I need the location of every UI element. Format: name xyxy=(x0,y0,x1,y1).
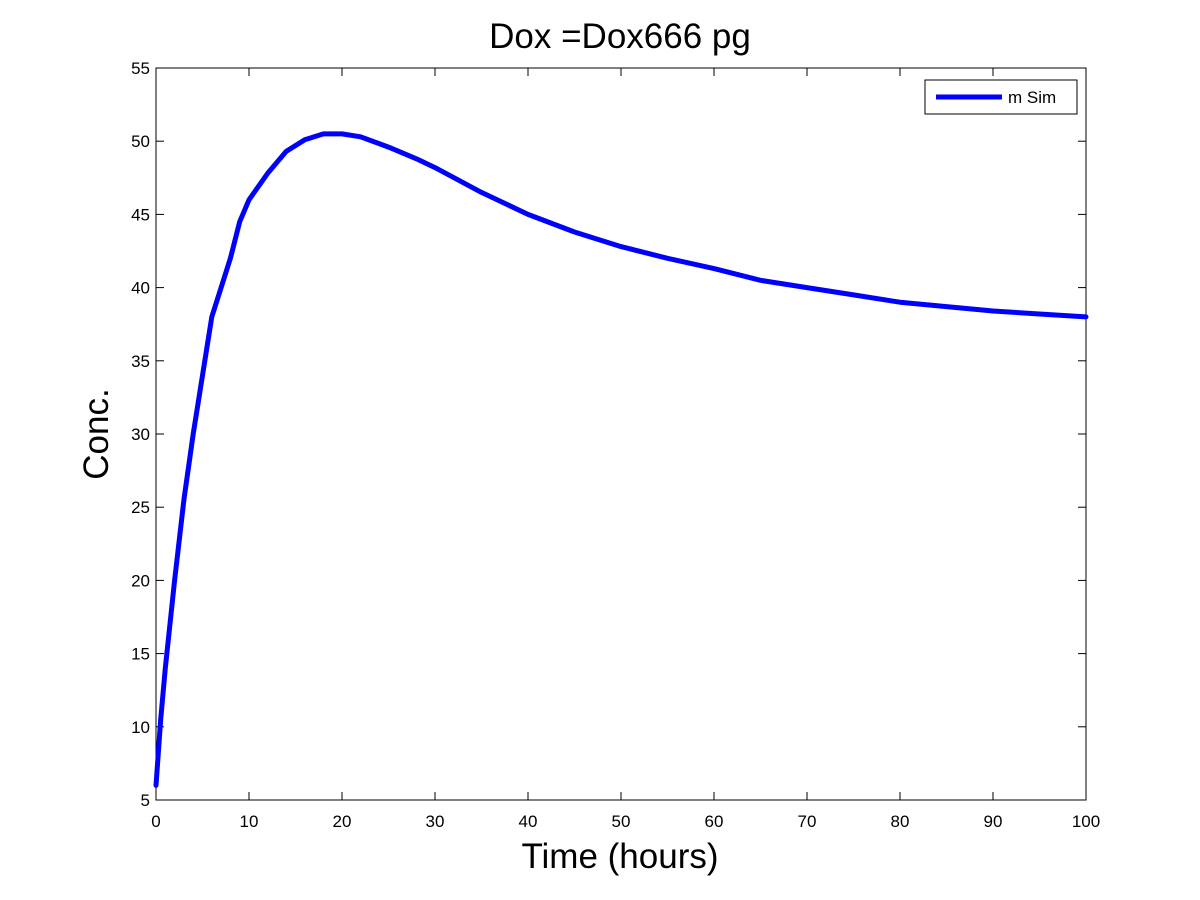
x-tick-label: 30 xyxy=(426,812,445,831)
y-tick-label: 30 xyxy=(131,425,150,444)
y-tick-label: 15 xyxy=(131,645,150,664)
x-tick-label: 100 xyxy=(1072,812,1100,831)
series-layer xyxy=(153,131,1089,788)
axis-ticks: 0 10 20 30 40 50 60 70 80 90 100 5 10 15 20 25 30 35 40 45 5… xyxy=(131,59,1100,831)
x-tick-label: 70 xyxy=(798,812,817,831)
y-tick-label: 40 xyxy=(131,279,150,298)
x-axis-title: Time (hours) xyxy=(521,837,718,876)
y-tick-label: 35 xyxy=(131,352,150,371)
plot-area xyxy=(155,67,1087,801)
y-tick-label: 10 xyxy=(131,718,150,737)
series-line-m-sim xyxy=(153,131,1089,788)
y-tick-label: 45 xyxy=(131,205,150,224)
y-tick-label: 55 xyxy=(131,59,150,78)
x-tick-label: 40 xyxy=(519,812,538,831)
y-tick-label: 50 xyxy=(131,132,150,151)
chart-title: Dox =Dox666 pg xyxy=(489,17,751,56)
x-tick-label: 60 xyxy=(705,812,724,831)
legend: m Sim xyxy=(924,79,1078,115)
y-axis-title: Conc. xyxy=(77,388,116,479)
x-tick-label: 0 xyxy=(151,812,160,831)
x-tick-label: 10 xyxy=(240,812,259,831)
y-tick-label: 20 xyxy=(131,571,150,590)
legend-label-m-sim: m Sim xyxy=(1008,88,1056,107)
x-tick-label: 90 xyxy=(984,812,1003,831)
x-tick-label: 80 xyxy=(891,812,910,831)
x-tick-label: 50 xyxy=(612,812,631,831)
y-tick-label: 5 xyxy=(141,791,150,810)
x-tick-label: 20 xyxy=(333,812,352,831)
y-tick-label: 25 xyxy=(131,498,150,517)
